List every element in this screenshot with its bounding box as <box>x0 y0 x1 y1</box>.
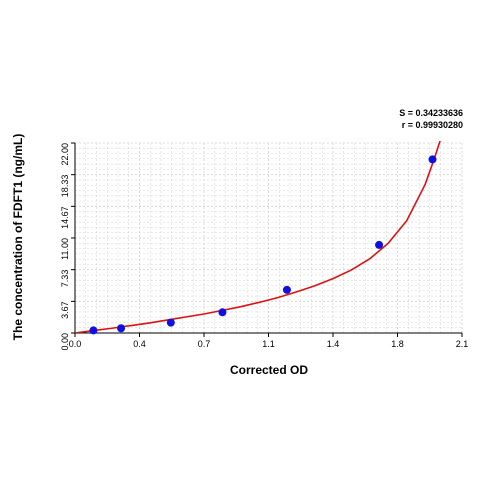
data-point <box>218 308 227 317</box>
data-point <box>166 318 175 327</box>
y-tick-label: 7.33 <box>60 270 70 288</box>
x-tick-label: 0.4 <box>133 339 146 349</box>
stat-s-value: S = 0.34233636 <box>399 108 463 118</box>
x-tick-label: 1.1 <box>262 339 275 349</box>
y-tick-label: 11.00 <box>60 238 70 260</box>
data-point <box>375 240 384 249</box>
x-tick-label: 2.1 <box>456 339 469 349</box>
x-tick-label: 0.7 <box>198 339 211 349</box>
y-tick-label: 14.67 <box>60 206 70 229</box>
y-axis-title: The concentration of FDFT1 (ng/mL) <box>11 134 25 341</box>
x-tick-label: 1.4 <box>327 339 340 349</box>
data-point <box>117 324 126 333</box>
y-tick-label: 0.00 <box>60 333 70 351</box>
x-tick-label: 0.0 <box>69 339 82 349</box>
grid-layer <box>74 142 463 334</box>
y-tick-label: 22.00 <box>60 143 70 166</box>
x-tick-label: 1.8 <box>391 339 404 349</box>
fit-curve-layer <box>75 141 441 333</box>
data-point <box>282 285 291 294</box>
data-points-layer <box>89 155 437 335</box>
stat-r-value: r = 0.99930280 <box>402 120 463 130</box>
data-point <box>428 155 437 164</box>
tick-labels: 0.0 0.4 0.7 1.1 1.4 1.8 2.1 0.00 3.67 7.33 11.00 14… <box>60 142 469 351</box>
data-point <box>89 326 98 335</box>
x-axis-title: Corrected OD <box>230 363 308 377</box>
fit-curve <box>75 141 441 333</box>
y-tick-label: 3.67 <box>60 301 70 319</box>
y-tick-label: 18.33 <box>60 175 70 198</box>
